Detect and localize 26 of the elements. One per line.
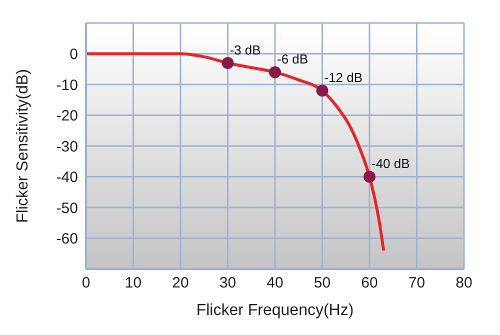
y-tick-label: 0 [70, 46, 78, 64]
x-tick-label: 20 [172, 274, 189, 292]
x-tick-label: 10 [124, 274, 142, 292]
x-tick-label: 50 [314, 274, 331, 292]
y-axis-title: Flicker Sensitivity(dB) [14, 69, 32, 223]
y-tick-label: -10 [56, 76, 78, 94]
x-tick-label: 60 [361, 274, 378, 292]
point [222, 56, 234, 69]
x-tick-label: 80 [456, 274, 472, 292]
y-tick-label: -20 [56, 108, 78, 125]
data-label: -3 dB [230, 42, 261, 58]
data-label: -6 dB [277, 52, 308, 67]
x-tick-label: 70 [408, 274, 426, 292]
data-label: -40 dB [372, 156, 410, 172]
y-tick-label: -60 [56, 230, 78, 248]
point [316, 84, 328, 97]
data-label: -12 dB [324, 70, 363, 86]
point [269, 66, 281, 78]
x-tick-label: 40 [266, 274, 284, 292]
point [364, 170, 376, 183]
x-tick-label: 0 [82, 274, 90, 292]
x-tick-label: 30 [219, 274, 236, 292]
y-tick-label: -30 [56, 138, 78, 156]
y-tick-label: -40 [56, 169, 78, 186]
x-axis-title: Flicker Frequency(Hz) [196, 302, 354, 319]
y-tick-label: -50 [56, 200, 78, 217]
